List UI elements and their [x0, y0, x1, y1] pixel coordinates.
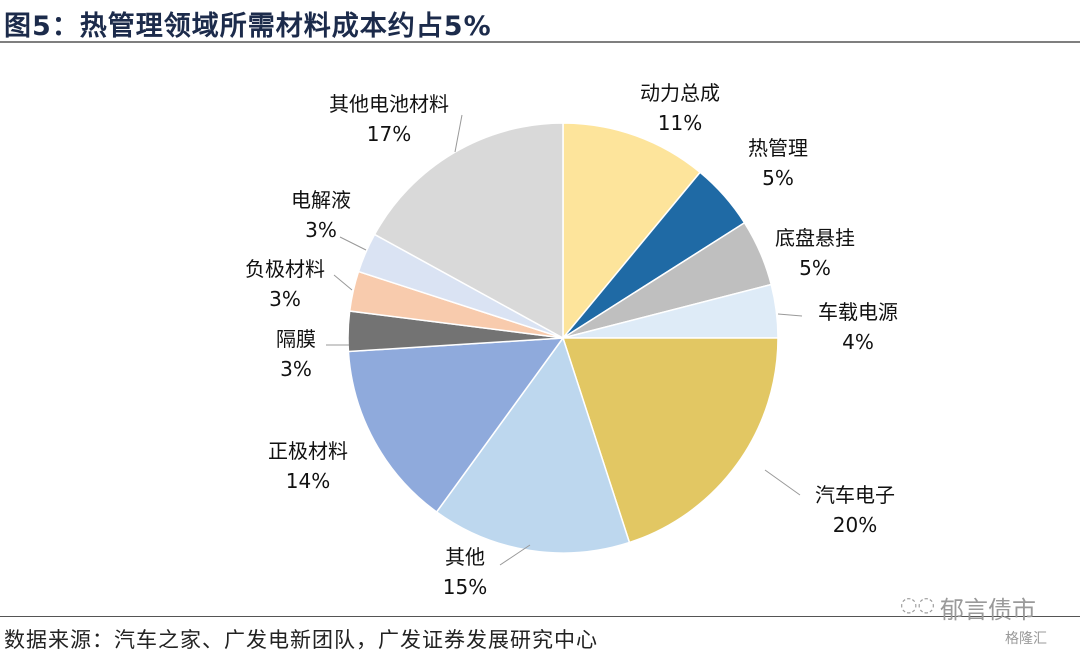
- slice-value-label: 3%: [280, 357, 312, 381]
- slice-value-label: 15%: [443, 575, 487, 599]
- slice-category-label: 正极材料: [268, 439, 348, 463]
- watermark-site: 格隆汇: [1005, 631, 1047, 647]
- slice-value-label: 5%: [799, 256, 831, 280]
- source-note: 数据来源：汽车之家、广发电新团队，广发证券发展研究中心: [4, 628, 598, 652]
- leader-line: [454, 114, 463, 153]
- pie-slice-11: [373, 122, 564, 340]
- wechat-icon: ◌◌: [900, 592, 935, 616]
- slice-value-label: 3%: [269, 287, 301, 311]
- slice-category-label: 车载电源: [818, 300, 898, 324]
- leader-line: [499, 544, 531, 566]
- slice-value-label: 20%: [833, 513, 877, 537]
- title-divider: [0, 41, 1080, 43]
- pie-slice-7: [347, 337, 565, 513]
- slice-category-label: 其他: [445, 545, 485, 569]
- watermark-account: 郁言债市: [940, 596, 1036, 624]
- slice-category-label: 底盘悬挂: [775, 226, 855, 250]
- slice-category-label: 负极材料: [245, 257, 325, 281]
- slice-value-label: 4%: [842, 330, 874, 354]
- pie-slice-6: [435, 336, 631, 554]
- slice-value-label: 17%: [367, 122, 411, 146]
- leader-line: [777, 313, 803, 317]
- slice-value-label: 11%: [658, 111, 702, 135]
- leader-line: [333, 274, 353, 291]
- pie-slice-1: [562, 122, 702, 341]
- slice-category-label: 电解液: [291, 188, 351, 212]
- slice-category-label: 汽车电子: [815, 483, 895, 507]
- slice-category-label: 动力总成: [640, 81, 720, 105]
- slice-value-label: 14%: [286, 469, 330, 493]
- leader-line: [764, 469, 801, 496]
- slice-category-label: 其他电池材料: [329, 92, 449, 116]
- slice-category-label: 隔膜: [276, 327, 316, 351]
- source-divider: [0, 616, 1080, 617]
- slice-category-label: 热管理: [748, 136, 808, 160]
- leader-line: [339, 236, 367, 251]
- slice-value-label: 5%: [762, 166, 794, 190]
- slice-value-label: 3%: [305, 218, 337, 242]
- pie-slice-5: [561, 337, 779, 544]
- figure-title: 图5：热管理领域所需材料成本约占5%: [4, 11, 492, 42]
